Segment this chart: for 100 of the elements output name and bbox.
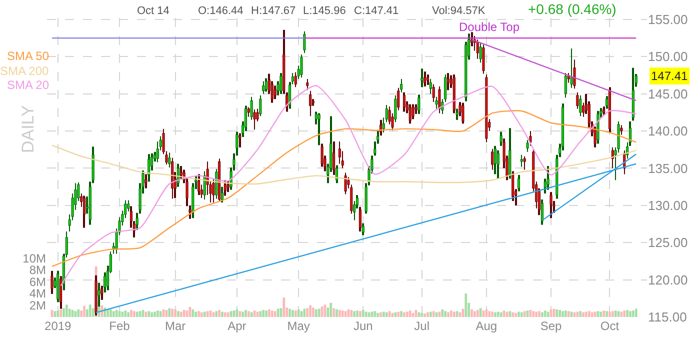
bar: [374, 311, 376, 317]
bar: [203, 312, 206, 317]
bar: [318, 308, 320, 317]
bar: [364, 312, 368, 317]
bar: [356, 310, 358, 317]
bar: [590, 312, 594, 317]
bar: [546, 312, 550, 317]
bar: [194, 312, 197, 317]
bar: [244, 310, 247, 317]
bar: [127, 312, 130, 317]
y-tick-label: 130.00: [648, 198, 688, 213]
y2-tick-label: 4M: [29, 286, 46, 301]
bar: [452, 312, 456, 317]
x-tick-label: Jul: [414, 319, 430, 333]
bar: [535, 312, 538, 317]
bar: [406, 312, 408, 317]
bar: [150, 312, 153, 317]
bar: [338, 310, 341, 317]
bar: [92, 308, 94, 317]
y2-tick-label: 2M: [29, 298, 46, 312]
bar: [520, 312, 523, 317]
bar: [376, 312, 379, 317]
bar: [315, 309, 318, 317]
y-tick-label: 135.00: [648, 160, 688, 176]
bar: [262, 310, 265, 317]
text: +0.68 (0.46%): [528, 1, 616, 17]
bar: [556, 309, 558, 317]
bar: [508, 311, 512, 317]
text: Vol:94.57K: [432, 5, 486, 17]
bar: [632, 310, 634, 317]
bar: [408, 310, 412, 317]
x-tick-label: Sep: [540, 319, 562, 333]
bar: [418, 312, 420, 317]
bar: [424, 313, 426, 317]
bar: [341, 310, 344, 317]
text: Oct 14: [137, 5, 170, 17]
bar: [274, 311, 276, 317]
bar: [606, 311, 608, 317]
y2-tick-label: 10M: [22, 251, 46, 266]
x-tick-label: Aug: [476, 319, 498, 333]
y-tick-label: 155.00: [648, 12, 688, 28]
bar: [200, 312, 203, 317]
bar: [602, 310, 606, 317]
bar: [380, 312, 382, 317]
bar: [538, 311, 540, 317]
bar: [634, 308, 638, 317]
bar: [447, 312, 450, 317]
bar: [450, 310, 452, 317]
bar: [226, 312, 230, 317]
bar: [476, 310, 479, 317]
bar: [221, 312, 224, 317]
y-tick-label: 125.00: [648, 235, 688, 250]
bar: [154, 312, 156, 317]
y-tick-label: 140.00: [648, 124, 688, 139]
bar: [614, 310, 617, 317]
bar: [350, 310, 353, 317]
bar: [282, 298, 286, 317]
bar: [177, 311, 180, 317]
bar: [426, 312, 429, 317]
text: O:146.44: [198, 5, 244, 17]
bar: [198, 311, 200, 317]
bar: [159, 311, 162, 317]
bar: [400, 311, 402, 317]
bar: [397, 312, 400, 317]
x-tick-label: Jun: [353, 319, 373, 333]
bar: [56, 310, 60, 317]
bar: [215, 311, 218, 317]
bar: [110, 309, 112, 317]
x-tick-label: Mar: [164, 319, 186, 333]
text: L:145.96: [303, 5, 346, 17]
x-tick-label: May: [287, 319, 310, 333]
bar: [133, 311, 136, 317]
bar: [491, 312, 494, 317]
bar: [541, 312, 544, 317]
y-tick-label: 120.00: [648, 272, 688, 288]
text: SMA 20: [7, 78, 50, 92]
bar: [353, 311, 356, 317]
bar: [270, 310, 274, 317]
y-tick-label: 145.00: [648, 86, 688, 102]
bar: [470, 309, 473, 317]
bar: [611, 311, 614, 317]
bar: [432, 311, 435, 317]
x-tick-label: Apr: [228, 319, 246, 333]
bar: [500, 312, 502, 317]
bar: [444, 311, 447, 317]
bar: [180, 312, 182, 317]
bar: [247, 311, 250, 317]
bar: [518, 312, 520, 317]
bar: [567, 311, 570, 317]
bar: [629, 311, 632, 317]
bar: [600, 312, 602, 317]
bar: [512, 312, 514, 317]
bar: [514, 312, 517, 317]
bar: [238, 311, 242, 317]
bar: [497, 312, 500, 317]
bar: [62, 308, 65, 317]
bar: [309, 305, 312, 317]
bar: [224, 312, 226, 317]
bar: [77, 309, 80, 317]
bar: [464, 293, 468, 317]
